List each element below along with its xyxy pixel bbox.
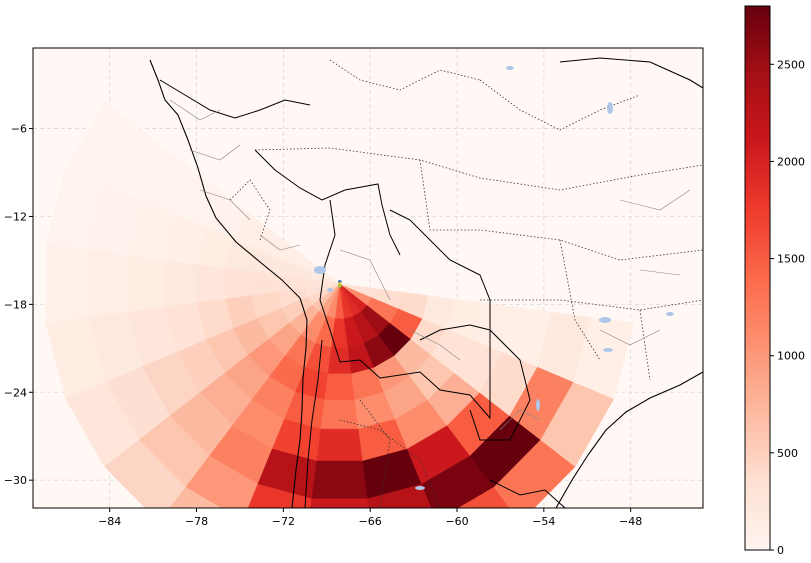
colorbar-tick-label: 1000 <box>777 350 805 363</box>
border-peru-brazil <box>254 149 401 256</box>
radar-sector <box>324 373 356 401</box>
lake-2 <box>599 317 611 323</box>
y-tick-label: −18 <box>4 298 27 311</box>
colorbar-tick-label: 2500 <box>777 58 805 71</box>
x-tick-label: −84 <box>98 515 121 528</box>
colorbar-tick-label: 500 <box>777 447 798 460</box>
radar-sector <box>320 399 359 430</box>
x-tick-label: −72 <box>272 515 295 528</box>
radar-sector <box>311 460 369 500</box>
border-chile-argentina <box>304 339 323 508</box>
x-tick-label: −54 <box>532 515 555 528</box>
colorbar-gradient <box>744 5 771 551</box>
lake-titicaca <box>314 266 326 274</box>
radar-sector <box>224 268 252 300</box>
map-linework <box>149 57 703 508</box>
coastline-atlantic <box>555 57 703 508</box>
coastline-pacific <box>149 59 308 508</box>
state-lines <box>229 59 703 508</box>
y-tick-label: −24 <box>4 386 27 399</box>
radar-sector <box>164 260 197 308</box>
radar-sector <box>127 255 165 313</box>
lake-5 <box>536 399 540 411</box>
x-tick-label: −66 <box>359 515 382 528</box>
radar-sector <box>45 244 89 324</box>
station-marker <box>337 280 342 288</box>
y-tick-label: −12 <box>4 210 27 223</box>
colorbar-ticks: 0 500 1000 1500 2000 2500 <box>770 58 805 557</box>
lake-3 <box>666 312 674 316</box>
radar-sector <box>373 521 453 563</box>
lake-7 <box>506 66 514 70</box>
colorbar-tick-label: 1500 <box>777 253 805 266</box>
radar-sector <box>169 486 222 508</box>
y-tick-label: −30 <box>4 474 27 487</box>
y-tick-label: −6 <box>11 123 27 136</box>
x-tick-label: −60 <box>445 515 468 528</box>
radar-sector <box>367 483 432 508</box>
radar-sector <box>301 538 378 563</box>
radar-sector <box>185 455 259 508</box>
x-tick-label: −48 <box>619 515 642 528</box>
radar-sectors <box>45 100 635 563</box>
y-axis-ticks: −6 −12 −18 −24 −30 <box>4 123 33 487</box>
colorbar: 0 500 1000 1500 2000 2500 <box>744 5 805 557</box>
border-paraguay <box>419 324 531 441</box>
x-tick-label: −78 <box>185 515 208 528</box>
colorbar-tick-label: 0 <box>777 544 784 557</box>
radar-sector <box>88 250 128 318</box>
lake-poopo <box>327 288 333 292</box>
radar-sector <box>250 271 277 297</box>
radar-sector <box>457 486 510 508</box>
border-uruguay <box>489 479 566 508</box>
map-panel: −84 −78 −72 −66 −60 −54 −48 −6 −12 −18 −24 −30 <box>4 47 704 563</box>
radar-sector <box>310 498 370 508</box>
radar-sector <box>196 264 226 304</box>
lake-6 <box>415 486 425 490</box>
colorbar-tick-label: 2000 <box>777 155 805 168</box>
map-frame <box>32 47 704 509</box>
border-bolivia <box>319 199 491 420</box>
border-ecuador-colombia <box>159 79 311 119</box>
radar-sector <box>316 428 364 462</box>
x-axis-ticks: −84 −78 −72 −66 −60 −54 −48 <box>98 508 642 528</box>
province-lines <box>169 99 691 431</box>
lake-4 <box>603 348 613 352</box>
radar-sector <box>104 439 186 508</box>
station-dot <box>337 284 342 288</box>
radar-sector <box>573 317 635 400</box>
lake-1 <box>607 102 613 114</box>
water-bodies <box>314 66 674 490</box>
